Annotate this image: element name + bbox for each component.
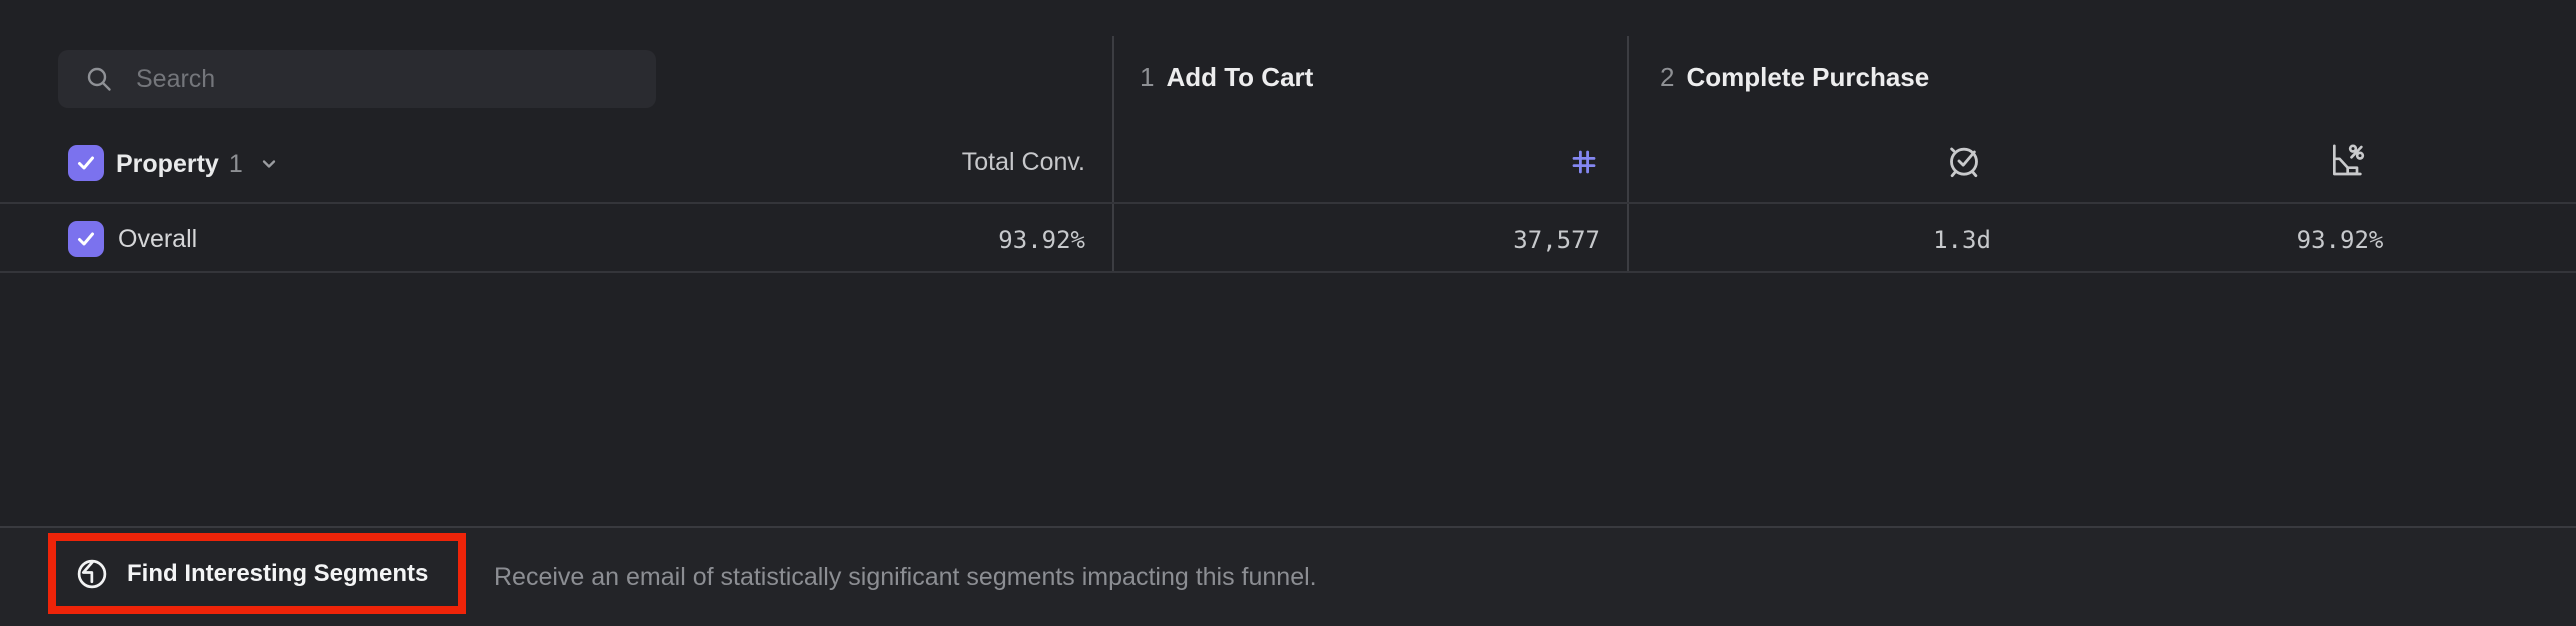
cell-step2-avg-time: 1.3d [1933, 226, 1991, 254]
step-label: Complete Purchase [1686, 62, 1930, 92]
row-divider-line [0, 271, 2576, 273]
footer-bar: Find Interesting Segments Receive an ema… [0, 528, 2576, 626]
column-divider [1627, 36, 1629, 272]
search-input[interactable] [136, 64, 636, 94]
chevron-down-icon[interactable] [259, 154, 279, 174]
step-header-complete-purchase: 2 Complete Purchase [1660, 62, 1929, 93]
property-index: 1 [228, 149, 243, 178]
compass-segment-icon [77, 559, 107, 588]
header-divider-line [0, 202, 2576, 204]
property-label: Property [116, 149, 219, 178]
overall-row-checkbox[interactable] [68, 221, 104, 257]
search-icon [87, 67, 111, 91]
step-label: Add To Cart [1166, 62, 1314, 92]
find-interesting-segments-button[interactable]: Find Interesting Segments [56, 556, 428, 592]
time-to-convert-icon[interactable] [1944, 140, 1984, 180]
checkmark-icon [78, 232, 94, 246]
conversion-rate-chart-icon[interactable] [2326, 140, 2366, 180]
step-header-add-to-cart: 1 Add To Cart [1140, 62, 1313, 93]
property-column-header: Property 1 [116, 148, 279, 180]
checkmark-icon [78, 156, 94, 170]
footer-description: Receive an email of statistically signif… [494, 563, 1317, 591]
row-label-overall: Overall [118, 225, 198, 253]
footer-divider-line [0, 526, 2576, 528]
cell-step1-count: 37,577 [1513, 226, 1600, 254]
find-interesting-segments-label: Find Interesting Segments [127, 559, 429, 587]
property-checkbox[interactable] [68, 145, 104, 181]
step-number: 1 [1140, 62, 1155, 92]
count-hash-icon[interactable] [1568, 146, 1600, 178]
search-box[interactable] [58, 50, 656, 108]
total-conv-header: Total Conv. [961, 148, 1085, 176]
annotation-red-box: Find Interesting Segments [48, 533, 466, 614]
cell-total-conversion: 93.92% [998, 226, 1085, 254]
cell-step2-conversion: 93.92% [2296, 226, 2384, 254]
column-divider [1112, 36, 1114, 272]
step-number: 2 [1660, 62, 1675, 92]
